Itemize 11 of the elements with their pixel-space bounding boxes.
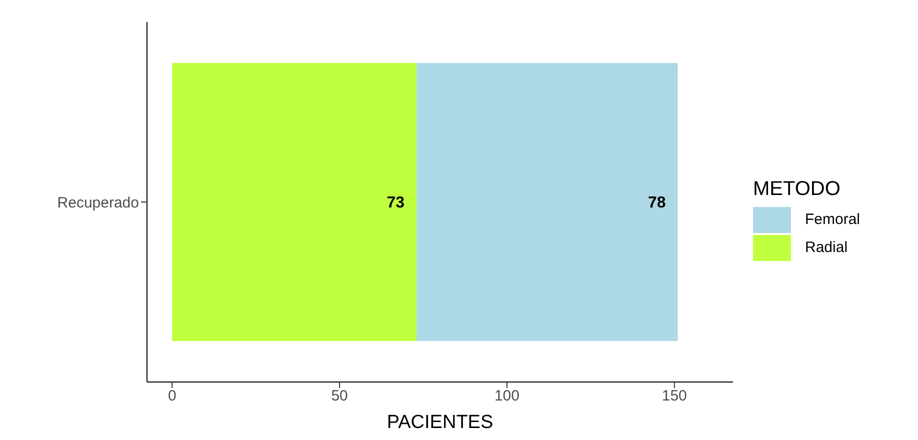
legend-title: METODO — [753, 178, 842, 200]
legend-label: Femoral — [805, 211, 860, 228]
x-axis-title: PACIENTES — [386, 412, 494, 433]
y-tick-label: Recuperado — [57, 194, 139, 212]
x-tick-label: 100 — [494, 388, 520, 405]
data-label: 78 — [648, 194, 666, 212]
legend-label: Radial — [805, 239, 848, 256]
data-label: 73 — [386, 194, 405, 212]
x-tick-label: 50 — [331, 388, 348, 405]
x-tick-label: 0 — [168, 388, 176, 405]
x-tick-label: 150 — [662, 388, 687, 405]
